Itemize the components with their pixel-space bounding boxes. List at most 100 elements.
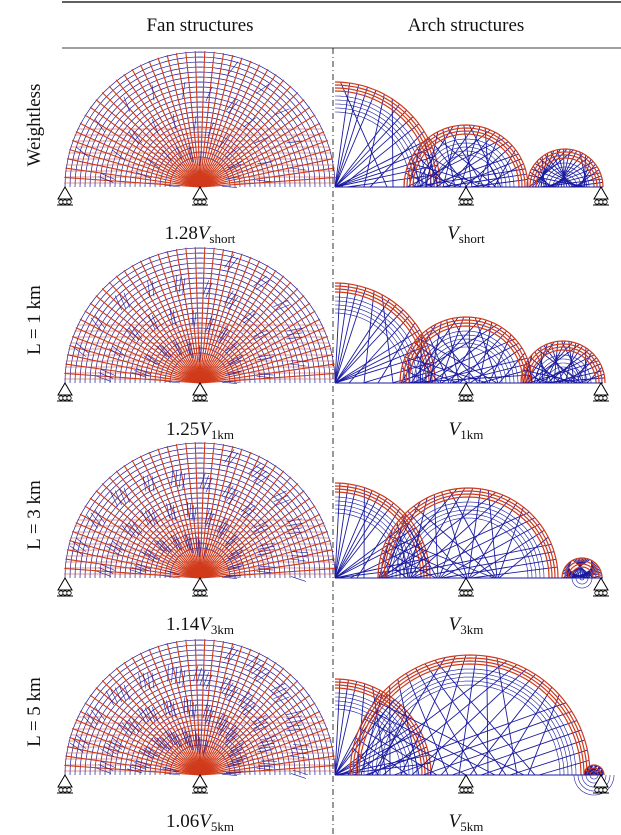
fan-member <box>100 173 116 180</box>
arch-member <box>546 366 580 383</box>
fan-caption: 1.28Vshort <box>165 223 236 246</box>
fan-member <box>217 520 227 534</box>
fan-member <box>243 117 257 128</box>
fan-member <box>108 476 201 579</box>
fan-member <box>69 344 201 384</box>
fan-member <box>139 455 201 579</box>
fan-member <box>162 768 178 773</box>
arch-member <box>69 56 331 188</box>
fan-member <box>205 86 213 102</box>
fan-member <box>79 122 201 188</box>
arch-member <box>154 337 246 384</box>
fan-member <box>110 688 119 704</box>
fan-member <box>199 247 215 384</box>
fan-member <box>162 737 172 750</box>
fan-member <box>241 501 254 513</box>
fan-member <box>191 505 194 521</box>
arch-member <box>421 142 511 188</box>
fan-member <box>253 528 268 535</box>
fan-member <box>218 523 228 537</box>
fan-member <box>199 264 269 384</box>
arch-hanger <box>451 729 582 776</box>
fan-member <box>137 708 146 723</box>
fan-member <box>109 543 123 553</box>
arch-member <box>149 136 251 188</box>
fan-member <box>224 254 235 268</box>
arch-hanger <box>334 303 397 384</box>
fan-member <box>238 691 250 703</box>
fan-member <box>169 308 173 325</box>
arch-member <box>395 505 541 579</box>
fan-member <box>191 310 194 326</box>
fan-structure <box>57 51 336 206</box>
fan-member <box>273 299 289 308</box>
row-label: Weightless <box>24 84 45 167</box>
arch-hanger <box>401 324 498 384</box>
fan-member <box>94 118 105 133</box>
arch-member <box>425 342 507 384</box>
arch-hanger <box>464 145 513 188</box>
arch-hanger <box>334 155 436 188</box>
arch-hanger <box>468 502 518 579</box>
fan-member <box>255 279 270 290</box>
arch-member <box>561 557 603 578</box>
arch-hanger <box>334 164 438 188</box>
arch-hanger <box>334 699 395 776</box>
arch-hanger <box>334 287 367 384</box>
arch-member <box>417 334 515 384</box>
fan-member <box>182 473 186 489</box>
fan-member <box>199 60 252 188</box>
caption-symbol: V <box>198 223 212 244</box>
arch-hanger <box>334 309 404 384</box>
fan-member <box>165 575 181 579</box>
fan-member <box>128 522 139 536</box>
fan-member <box>162 149 172 162</box>
fan-member <box>153 540 165 553</box>
arch-member <box>149 527 251 579</box>
fan-member <box>90 709 102 723</box>
arch-hanger <box>469 680 545 776</box>
fan-member <box>84 505 201 579</box>
fan-member <box>207 513 214 528</box>
arch-hanger <box>422 720 578 776</box>
arch-member <box>538 358 588 383</box>
fan-member <box>227 452 239 466</box>
fan-member <box>178 471 182 488</box>
fan-member <box>274 696 290 704</box>
fan-member <box>171 469 173 486</box>
fan-member <box>228 296 239 310</box>
fan-member <box>223 773 240 775</box>
arch-hanger <box>334 485 357 579</box>
fan-member <box>151 510 159 525</box>
arch-member <box>164 739 236 775</box>
fan-member <box>199 541 202 558</box>
fan-member <box>199 158 334 188</box>
fan-member <box>221 679 231 694</box>
arch-member <box>552 174 578 187</box>
fan-member <box>259 542 276 547</box>
fan-member <box>119 488 127 504</box>
fan-member <box>159 737 170 750</box>
arch-hanger <box>459 126 481 188</box>
arch-member <box>375 680 565 776</box>
fan-member <box>218 720 228 734</box>
arch-member <box>334 687 423 776</box>
fan-member <box>162 540 172 553</box>
arch-member <box>144 131 256 188</box>
arch-hanger <box>334 483 341 579</box>
arch-member <box>352 657 588 776</box>
fan-member <box>199 764 336 776</box>
fan-member <box>196 667 202 684</box>
arch-member <box>532 154 598 187</box>
fan-member <box>217 717 227 731</box>
fan-member <box>199 260 261 384</box>
fan-member <box>101 288 201 384</box>
fan-member <box>144 747 157 757</box>
fan-member <box>72 139 201 188</box>
row: L = 5 km1.06V5km V5km <box>24 639 615 834</box>
arch-hanger <box>555 345 584 384</box>
fan-member <box>159 540 170 553</box>
fan-member <box>286 336 303 340</box>
arch-member <box>64 247 336 384</box>
